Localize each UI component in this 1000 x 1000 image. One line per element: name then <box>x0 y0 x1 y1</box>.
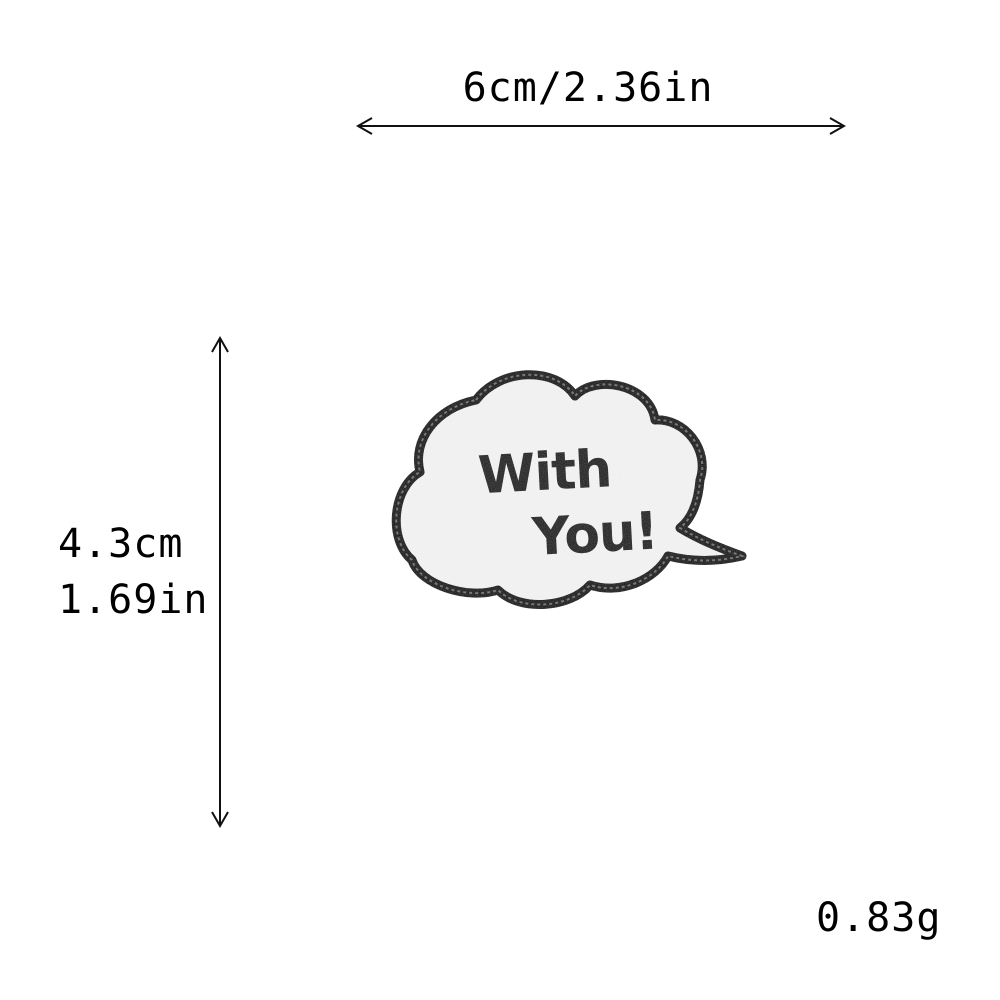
patch-text-line1: With <box>477 439 613 506</box>
height-label-cm: 4.3cm <box>58 521 184 567</box>
width-label: 6cm/2.36in <box>462 65 714 111</box>
height-arrow <box>211 335 229 829</box>
height-label-in: 1.69in <box>58 577 209 623</box>
width-arrow <box>355 117 847 135</box>
patch-text-line2: You! <box>530 502 659 569</box>
speech-bubble-patch: With You! <box>391 370 747 610</box>
weight-label: 0.83g <box>816 895 942 941</box>
